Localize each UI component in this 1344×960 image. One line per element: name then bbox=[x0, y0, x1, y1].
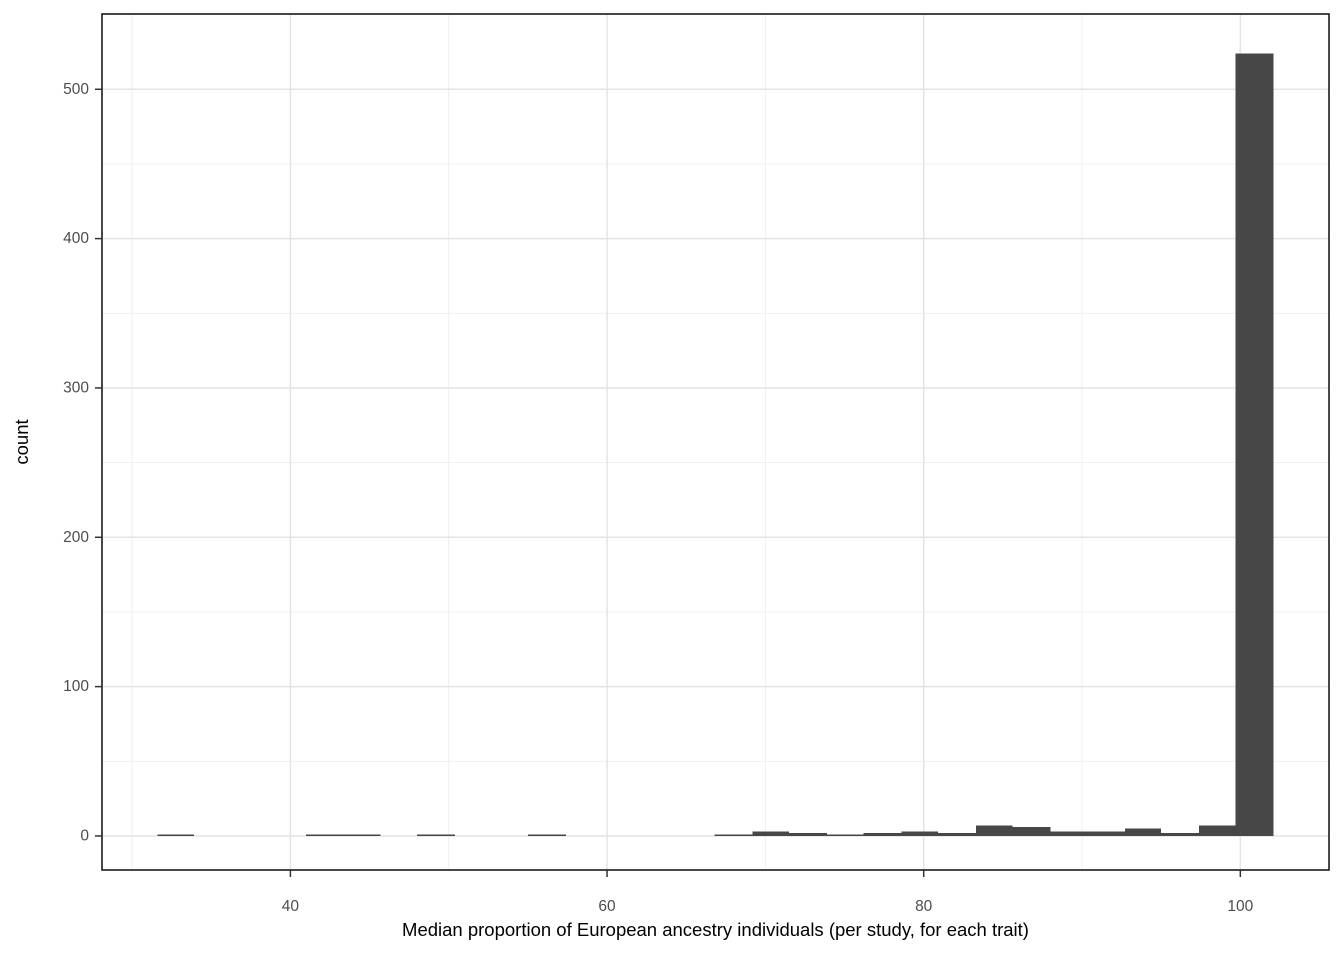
y-axis-tick-label: 400 bbox=[63, 230, 89, 247]
histogram-bar bbox=[937, 832, 976, 836]
histogram-bar bbox=[157, 834, 194, 836]
panel-border bbox=[101, 13, 1330, 871]
histogram-bar bbox=[1161, 832, 1200, 836]
histogram-bar bbox=[789, 832, 828, 836]
histogram-bar bbox=[1012, 826, 1051, 836]
histogram-bar bbox=[752, 831, 790, 836]
histogram-bar bbox=[527, 834, 566, 836]
histogram-bar bbox=[1086, 831, 1125, 836]
y-axis-tick-label: 200 bbox=[63, 529, 89, 546]
histogram-bar bbox=[714, 834, 753, 836]
histogram-bar bbox=[1199, 825, 1236, 836]
histogram-bar bbox=[306, 834, 345, 836]
histogram-bar bbox=[827, 834, 864, 836]
y-axis-title: count bbox=[11, 419, 32, 464]
x-axis-title: Median proportion of European ancestry i… bbox=[402, 919, 1029, 940]
histogram-bar bbox=[417, 834, 456, 836]
histogram-bar bbox=[344, 834, 381, 836]
y-axis-tick-label: 0 bbox=[80, 827, 89, 844]
y-axis-tick-label: 500 bbox=[63, 81, 89, 98]
histogram-bar bbox=[1050, 831, 1087, 836]
x-axis-tick-label: 60 bbox=[598, 898, 616, 915]
x-axis-tick-label: 80 bbox=[915, 898, 933, 915]
panel-background bbox=[102, 14, 1329, 870]
histogram-bar bbox=[1124, 828, 1162, 836]
histogram-bar bbox=[901, 831, 938, 836]
histogram-bar bbox=[975, 825, 1013, 836]
histogram-bar bbox=[863, 832, 902, 836]
x-axis-tick-label: 100 bbox=[1227, 898, 1253, 915]
y-axis-tick-label: 100 bbox=[63, 678, 89, 695]
x-axis-tick-label: 40 bbox=[282, 898, 300, 915]
histogram-bar bbox=[1235, 53, 1274, 836]
y-axis-tick-label: 300 bbox=[63, 379, 89, 396]
